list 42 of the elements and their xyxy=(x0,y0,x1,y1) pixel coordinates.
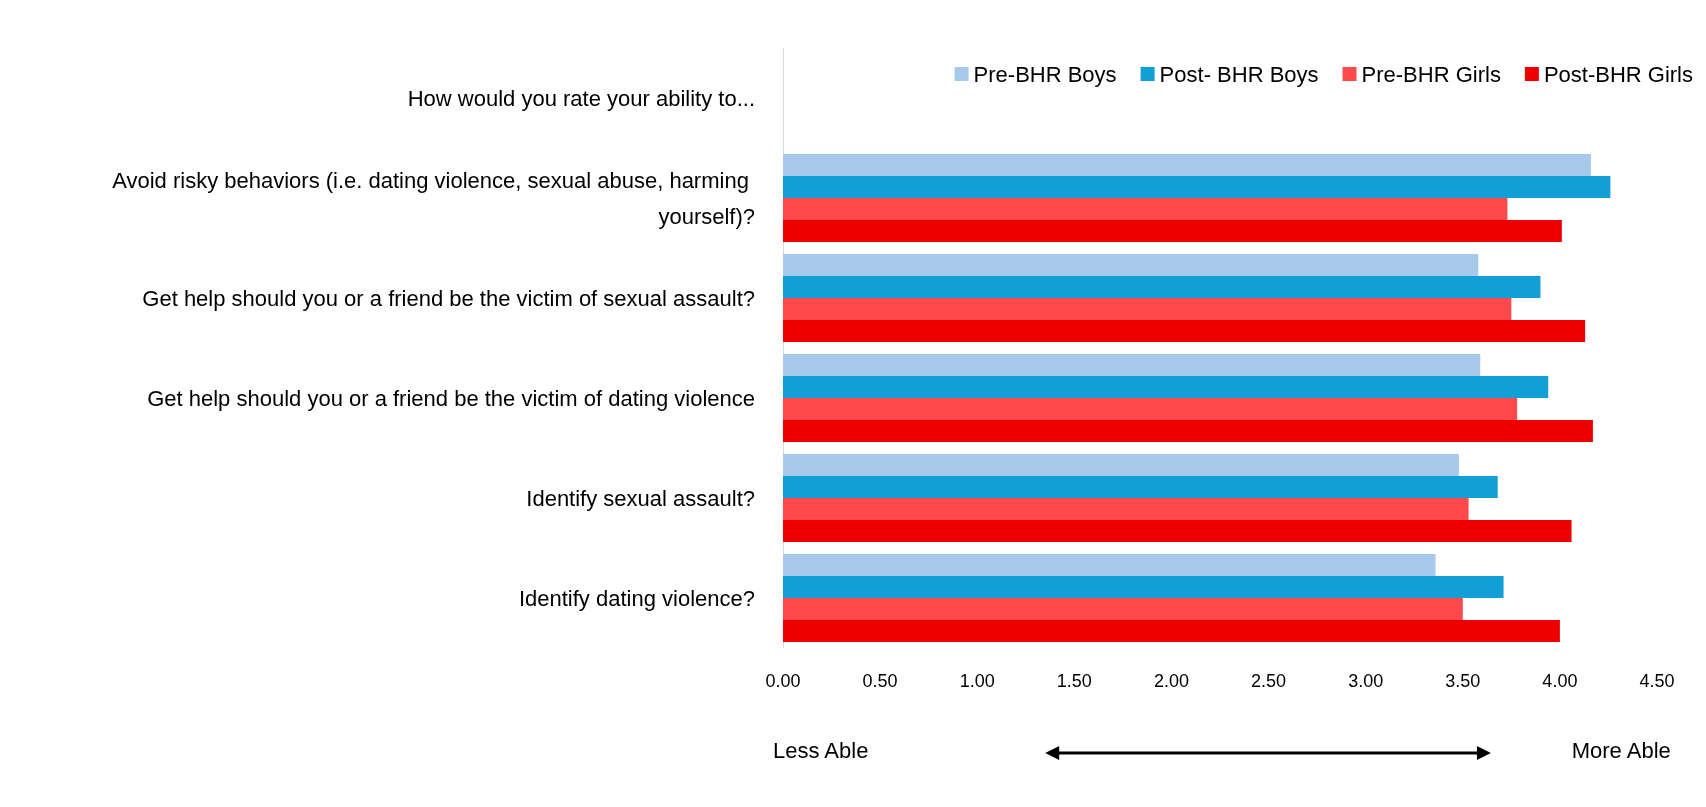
legend-label: Post-BHR Girls xyxy=(1543,61,1693,87)
bar xyxy=(783,254,1479,276)
x-tick-label: 2.00 xyxy=(1153,671,1189,691)
bar xyxy=(783,476,1498,498)
x-tick-label: 0.50 xyxy=(862,671,898,691)
bar xyxy=(783,276,1541,298)
x-tick-label: 2.50 xyxy=(1251,671,1287,691)
y-tick-label: Identify sexual assault? xyxy=(526,485,755,511)
legend-label: Pre-BHR Boys xyxy=(973,61,1117,87)
x-tick-label: 4.50 xyxy=(1639,671,1675,691)
bar xyxy=(783,398,1518,420)
bar xyxy=(783,598,1463,620)
legend-label: Pre-BHR Girls xyxy=(1361,61,1501,87)
text: Less Able xyxy=(773,737,869,763)
legend-label: Post- BHR Boys xyxy=(1159,61,1319,87)
bar xyxy=(783,454,1459,476)
bar xyxy=(783,198,1508,220)
bar xyxy=(783,620,1560,642)
y-tick-label: How would you rate your ability to... xyxy=(407,85,755,111)
y-tick-label: Get help should you or a friend be the victim of sexual assault? xyxy=(142,285,755,311)
x-tick-label: 1.50 xyxy=(1056,671,1092,691)
x-tick-label: 1.00 xyxy=(959,671,995,691)
x-tick-label: 3.50 xyxy=(1445,671,1481,691)
y-tick-label: Get help should you or a friend be the victim of dating violence xyxy=(147,385,755,411)
bar xyxy=(783,220,1562,242)
bar xyxy=(783,176,1611,198)
bar xyxy=(783,298,1512,320)
text: More Able xyxy=(1571,737,1671,763)
y-tick-label: Identify dating violence? xyxy=(518,585,755,611)
bar xyxy=(783,376,1549,398)
bar xyxy=(783,498,1469,520)
bar xyxy=(783,520,1572,542)
x-tick-label: 0.00 xyxy=(765,671,801,691)
bar xyxy=(783,354,1481,376)
bar xyxy=(783,554,1436,576)
bar xyxy=(783,576,1504,598)
y-tick-label: Avoid risky behaviors (i.e. dating violence, sexual abuse, harming yourself)? xyxy=(112,167,755,229)
x-tick-label: 3.00 xyxy=(1348,671,1384,691)
bar xyxy=(783,320,1586,342)
x-tick-label: 4.00 xyxy=(1542,671,1578,691)
bar xyxy=(783,154,1591,176)
bar xyxy=(783,420,1593,442)
